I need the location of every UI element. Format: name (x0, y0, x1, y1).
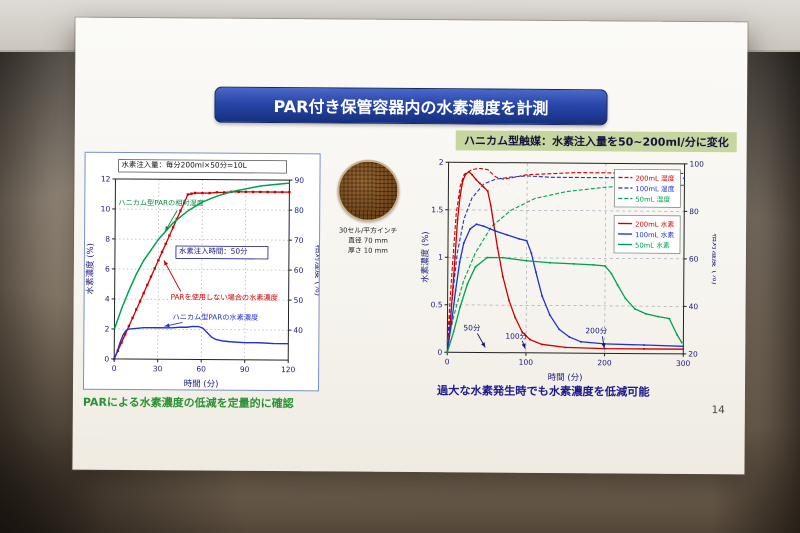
svg-text:50分: 50分 (463, 323, 481, 332)
svg-text:0.5: 0.5 (431, 300, 443, 309)
svg-text:100: 100 (519, 358, 534, 367)
svg-text:100: 100 (690, 160, 705, 169)
svg-text:4: 4 (105, 294, 110, 303)
svg-text:水素濃度 (%): 水素濃度 (%) (85, 243, 96, 294)
svg-text:100分: 100分 (505, 332, 527, 341)
svg-text:1: 1 (438, 253, 443, 262)
svg-text:時間 (分): 時間 (分) (548, 373, 583, 383)
svg-text:60: 60 (689, 255, 699, 264)
svg-text:60: 60 (196, 365, 206, 374)
svg-text:2: 2 (439, 158, 444, 167)
slide-title: PAR付き保管容器内の水素濃度を計測 (214, 86, 608, 126)
svg-text:時間 (分): 時間 (分) (184, 379, 219, 389)
svg-text:90: 90 (240, 365, 250, 374)
svg-text:水素注入時間：50分: 水素注入時間：50分 (179, 246, 248, 255)
svg-text:40: 40 (689, 302, 699, 311)
svg-text:80: 80 (294, 206, 304, 215)
svg-text:300: 300 (676, 359, 691, 368)
svg-text:70: 70 (294, 236, 304, 245)
svg-text:水素注入量：毎分200ml×50分=10L: 水素注入量：毎分200ml×50分=10L (122, 160, 248, 170)
svg-text:90: 90 (294, 176, 304, 185)
svg-text:200mL 湿度: 200mL 湿度 (635, 174, 674, 183)
catalyst-caption-line: 30セル/平方インチ (338, 226, 398, 235)
catalyst-caption-line: 直径 70 mm (348, 236, 388, 246)
svg-text:PARを使用しない場合の水素濃度: PARを使用しない場合の水素濃度 (171, 292, 278, 302)
catalyst-caption-line: 厚さ 10 mm (348, 246, 388, 256)
svg-text:ハニカム型PARの相対湿度: ハニカム型PARの相対湿度 (118, 198, 204, 208)
svg-text:100mL 湿度: 100mL 湿度 (635, 184, 674, 193)
svg-text:100mL 水素: 100mL 水素 (635, 230, 674, 239)
svg-text:1.5: 1.5 (431, 205, 443, 214)
right-hydrogen-chart: 0 100 200 300 0 0.5 1 1.5 2 20 40 60 80 100 時間 (分) 水素濃度… (419, 154, 721, 384)
catalyst-caption: 30セル/平方インチ 直径 70 mm 厚さ 10 mm (320, 225, 416, 256)
svg-text:20: 20 (688, 350, 698, 359)
svg-text:30: 30 (153, 364, 163, 373)
svg-text:2: 2 (105, 324, 110, 333)
svg-text:0: 0 (104, 354, 109, 363)
svg-text:50mL 水素: 50mL 水素 (635, 241, 670, 250)
svg-text:6: 6 (105, 264, 110, 273)
slide-subtitle: ハニカム型触媒：水素注入量を50~200ml/分に変化 (455, 130, 737, 153)
svg-text:120: 120 (281, 365, 296, 374)
svg-text:40: 40 (293, 326, 303, 335)
projector-screen: PAR付き保管容器内の水素濃度を計測 ハニカム型触媒：水素注入量を50~200m… (72, 17, 748, 475)
left-conclusion-text: PARによる水素濃度の低減を定量的に確認 (82, 395, 294, 411)
svg-text:10: 10 (101, 204, 111, 213)
svg-text:12: 12 (101, 174, 111, 183)
right-conclusion-text: 過大な水素発生時でも水素濃度を低減可能 (436, 384, 650, 399)
svg-text:80: 80 (689, 207, 699, 216)
page-number: 14 (711, 404, 725, 417)
slide: PAR付き保管容器内の水素濃度を計測 ハニカム型触媒：水素注入量を50~200m… (72, 18, 747, 475)
svg-text:ハニカム型PARの水素濃度: ハニカム型PARの水素濃度 (172, 312, 258, 322)
honeycomb-catalyst-image (337, 159, 400, 222)
catalyst-figure: 30セル/平方インチ 直径 70 mm 厚さ 10 mm (320, 159, 417, 256)
svg-text:200: 200 (597, 358, 612, 367)
svg-text:60: 60 (294, 266, 304, 275)
svg-text:相対湿度 (%): 相対湿度 (%) (710, 233, 717, 284)
svg-text:50mL 湿度: 50mL 湿度 (635, 195, 670, 204)
svg-text:0: 0 (445, 357, 450, 366)
svg-text:50: 50 (294, 296, 304, 305)
svg-text:水素濃度 (%): 水素濃度 (%) (420, 231, 431, 282)
svg-text:0: 0 (112, 364, 117, 373)
left-hydrogen-chart: 0 30 60 90 120 0 2 4 6 8 10 12 40 50 60 70 80 90 時間 (分) 水素濃… (82, 151, 324, 392)
svg-text:200mL 水素: 200mL 水素 (635, 220, 674, 229)
svg-text:相対湿度 (%): 相対湿度 (%) (313, 245, 320, 296)
svg-text:8: 8 (105, 234, 110, 243)
svg-text:200分: 200分 (585, 326, 607, 335)
svg-text:0: 0 (437, 348, 442, 357)
